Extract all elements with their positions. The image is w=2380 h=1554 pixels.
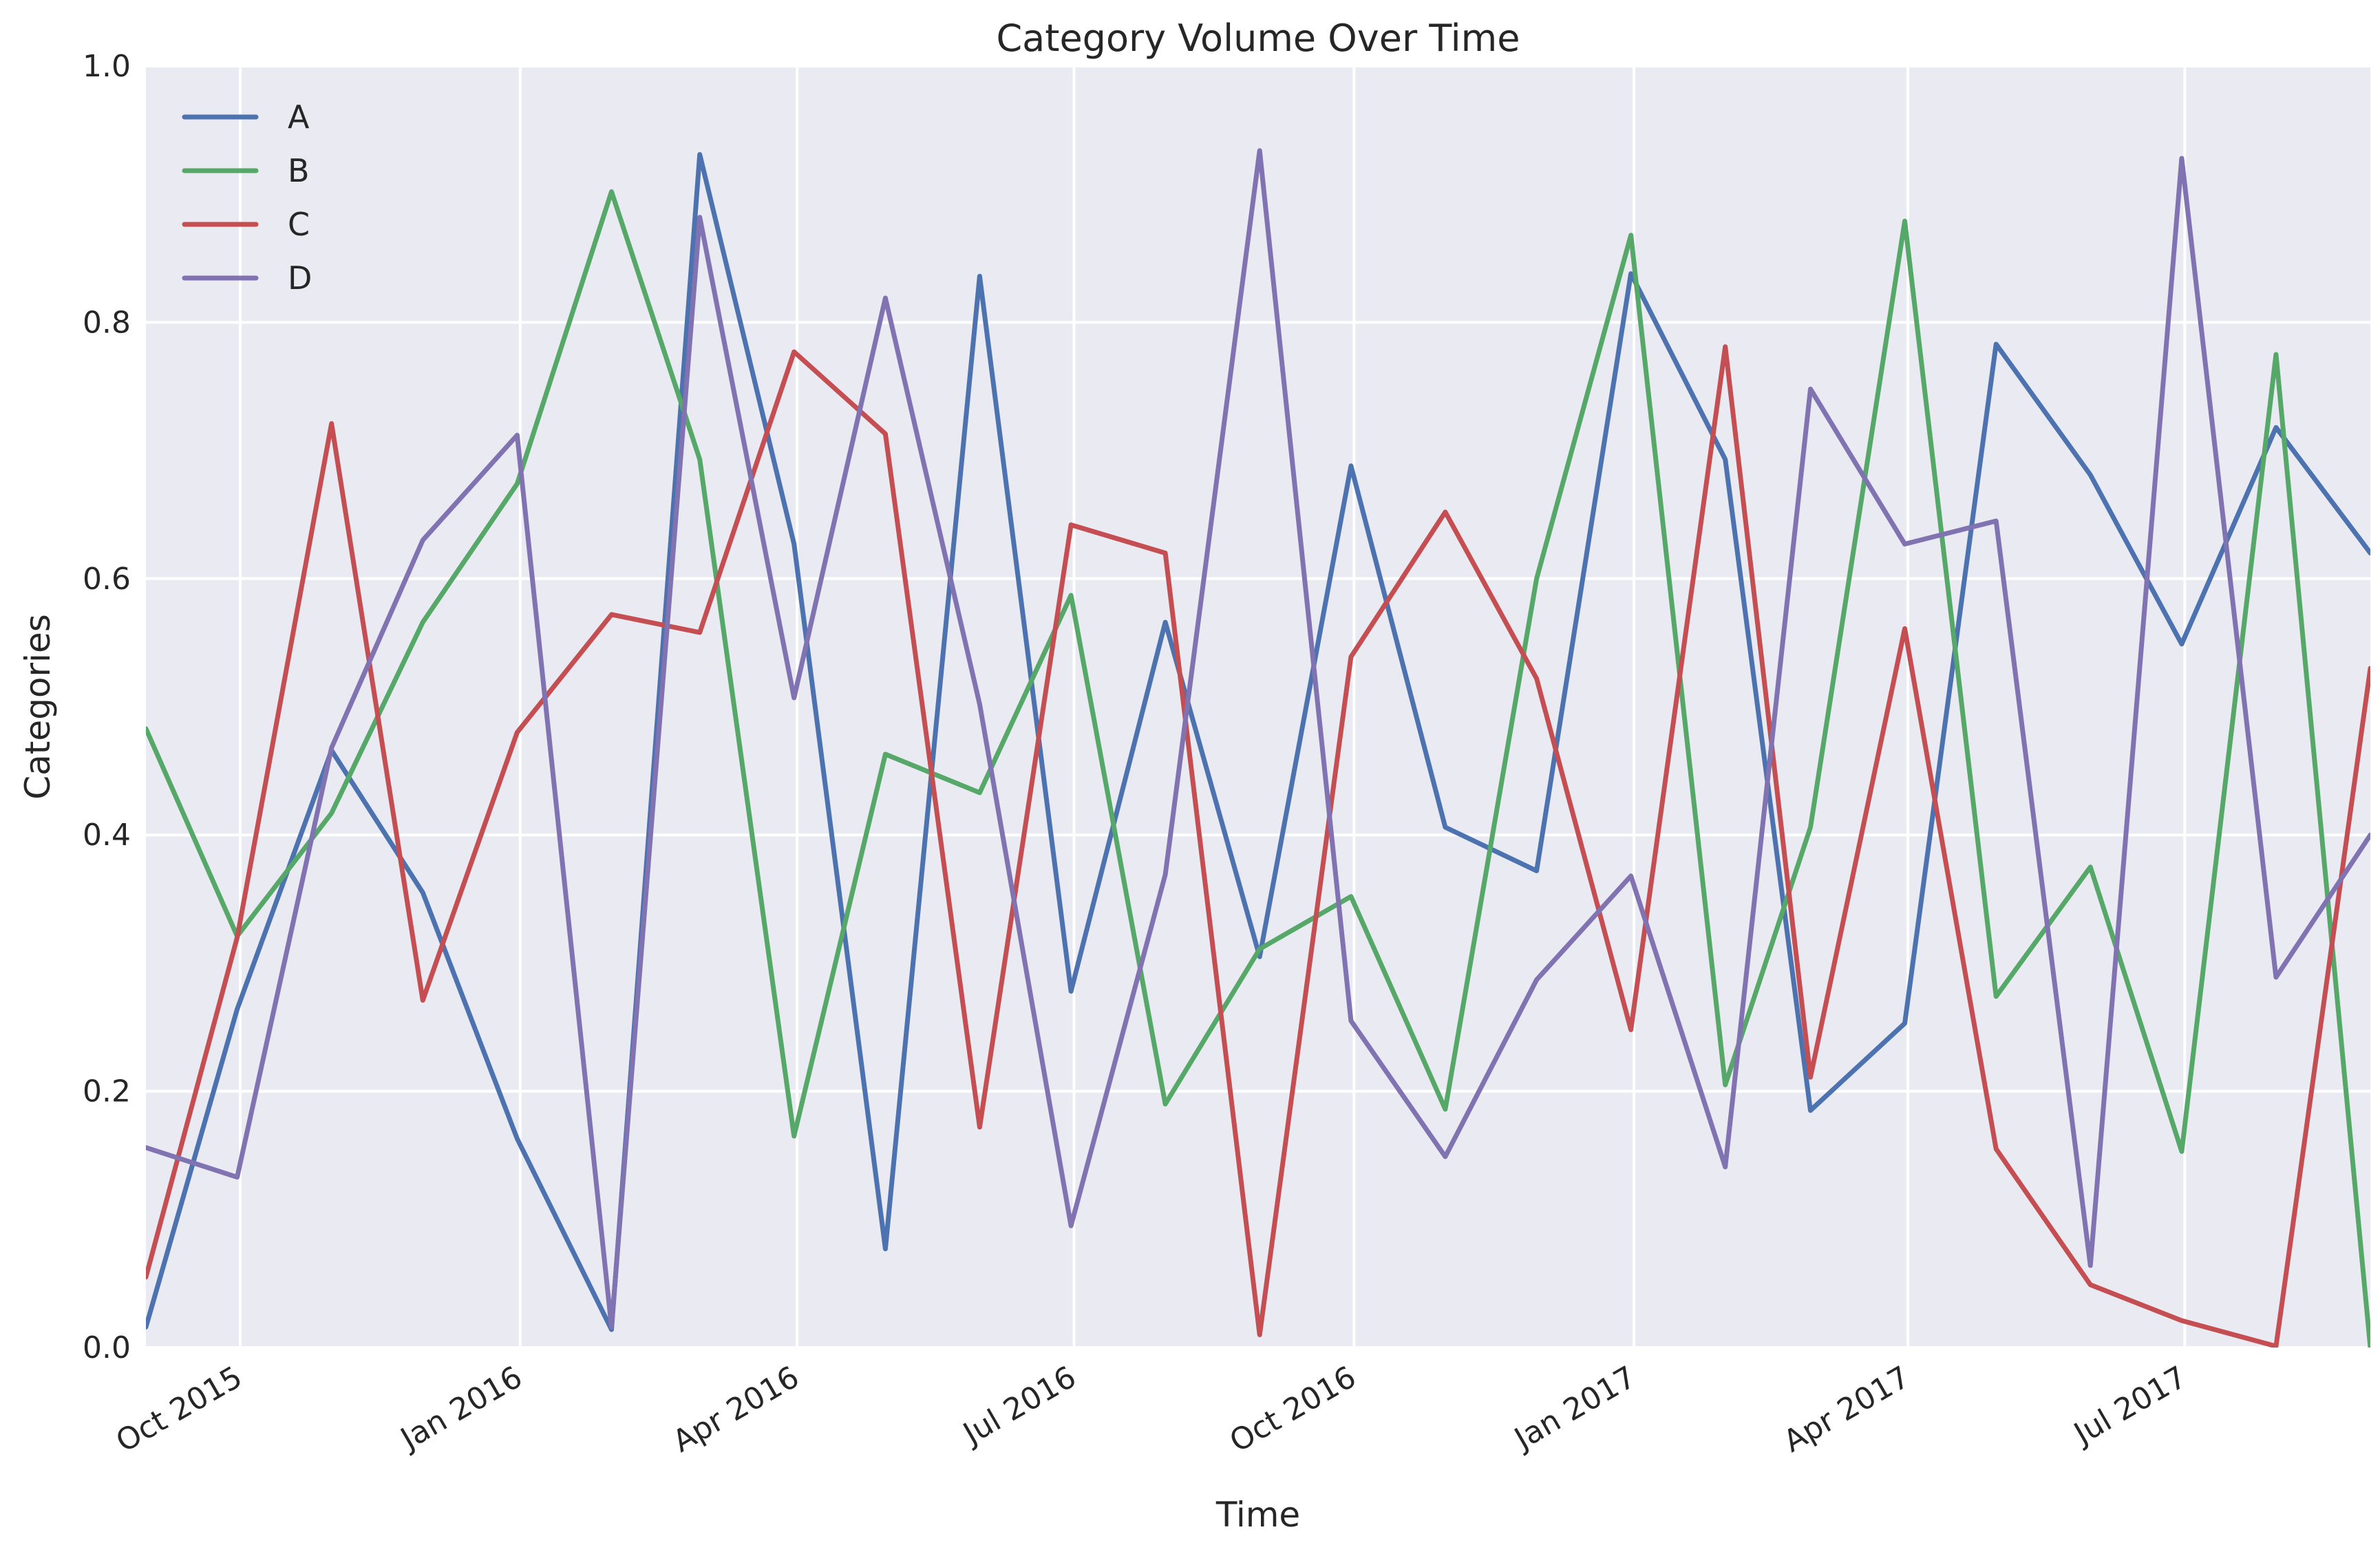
chart-title: Category Volume Over Time xyxy=(996,17,1520,60)
series-line-c xyxy=(146,344,2370,1348)
legend-label-b: B xyxy=(288,152,310,189)
x-tick-label: Oct 2015 xyxy=(110,1359,248,1459)
x-tick-label: Apr 2017 xyxy=(1778,1359,1916,1459)
legend-label-c: C xyxy=(288,206,310,243)
series-lines xyxy=(146,148,2370,1348)
x-tick-label: Oct 2016 xyxy=(1224,1359,1361,1459)
x-tick-label: Jan 2016 xyxy=(393,1359,528,1458)
series-line-b xyxy=(146,189,2370,1348)
plot-background xyxy=(146,66,2370,1348)
legend-label-a: A xyxy=(288,98,310,136)
y-tick-labels: 0.0 0.2 0.4 0.6 0.8 1.0 xyxy=(83,49,131,1365)
x-axis-label: Time xyxy=(1215,1495,1300,1535)
x-tick-labels: Oct 2015 Jan 2016 Apr 2016 Jul 2016 Oct 2016… xyxy=(110,1359,2193,1459)
x-tick-label: Jul 2017 xyxy=(2067,1359,2193,1452)
y-tick-label: 1.0 xyxy=(83,49,131,84)
y-tick-label: 0.6 xyxy=(83,562,131,597)
legend-label-d: D xyxy=(288,259,312,297)
series-line-a xyxy=(146,152,2370,1332)
y-tick-label: 0.2 xyxy=(83,1074,131,1109)
x-tick-label: Jan 2017 xyxy=(1507,1359,1642,1458)
x-tick-label: Apr 2016 xyxy=(667,1359,805,1459)
y-tick-label: 0.0 xyxy=(83,1330,131,1365)
y-axis-label: Categories xyxy=(18,614,58,800)
y-tick-label: 0.8 xyxy=(83,305,131,340)
x-tick-label: Jul 2016 xyxy=(956,1359,1082,1452)
series-line-d xyxy=(146,148,2370,1330)
y-tick-label: 0.4 xyxy=(83,818,131,853)
y-gridlines xyxy=(146,65,2370,1349)
